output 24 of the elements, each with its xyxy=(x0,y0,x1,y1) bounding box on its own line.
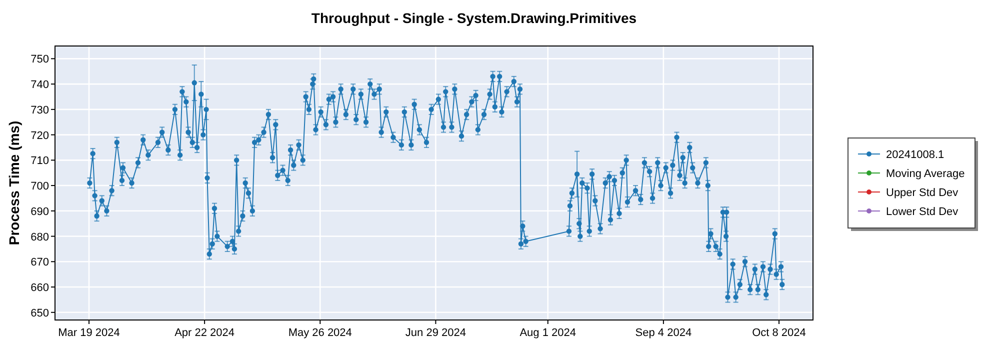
x-tick-label: Jun 29 2024 xyxy=(405,327,466,339)
y-tick-label: 690 xyxy=(30,206,49,218)
y-tick-label: 670 xyxy=(30,256,49,269)
x-tick-label: May 26 2024 xyxy=(288,327,352,339)
y-tick-label: 720 xyxy=(30,130,49,142)
y-tick-label: 730 xyxy=(30,104,49,116)
y-tick-label: 700 xyxy=(30,180,49,193)
legend-label: 20241008.1 xyxy=(886,149,944,161)
chart-title: Throughput - Single - System.Drawing.Primitives xyxy=(311,10,637,26)
x-tick-label: Oct 8 2024 xyxy=(752,327,806,339)
x-tick-label: Apr 22 2024 xyxy=(174,327,235,339)
y-tick-label: 660 xyxy=(30,282,49,294)
y-tick-label: 710 xyxy=(30,155,49,168)
legend-label: Upper Std Dev xyxy=(886,187,959,199)
y-axis-title: Process Time (ms) xyxy=(6,120,22,246)
y-tick-label: 750 xyxy=(30,54,49,66)
legend-label: Moving Average xyxy=(886,168,965,180)
y-tick-label: 680 xyxy=(30,231,49,244)
x-tick-label: Sep 4 2024 xyxy=(635,327,692,339)
y-tick-label: 740 xyxy=(30,79,49,92)
x-tick-label: Aug 1 2024 xyxy=(520,327,576,339)
legend-label: Lower Std Dev xyxy=(886,206,959,218)
y-tick-label: 650 xyxy=(30,307,49,320)
x-tick-label: Mar 19 2024 xyxy=(58,327,120,339)
